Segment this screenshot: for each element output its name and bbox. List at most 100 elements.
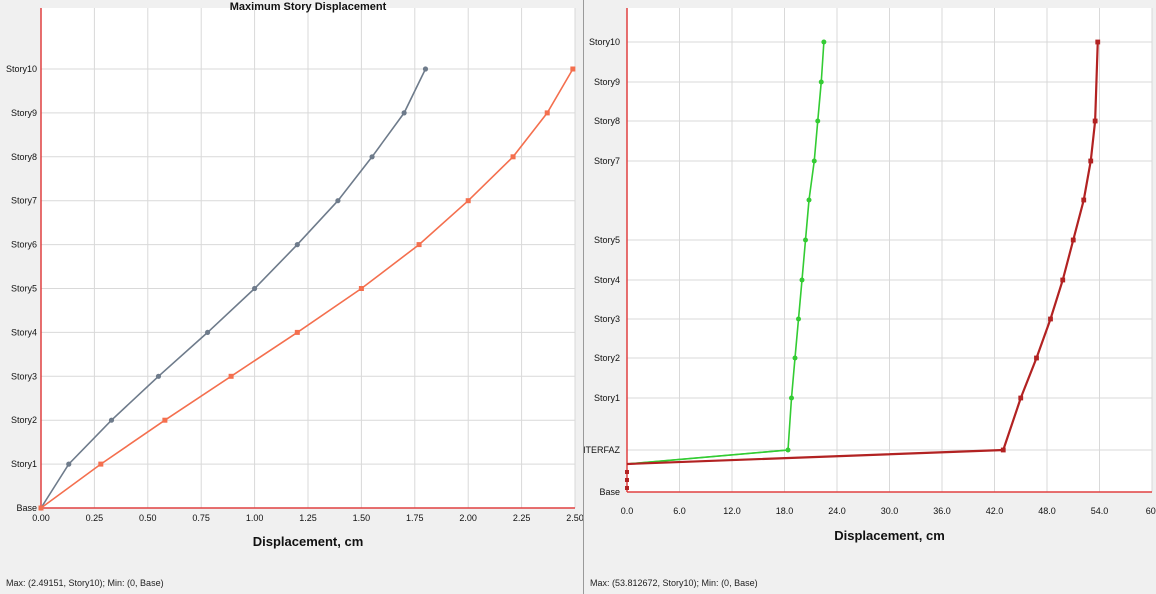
y-tick-label: Story9 [594, 77, 620, 87]
data-point [155, 373, 162, 379]
data-point [1060, 277, 1066, 283]
series-line-1 [626, 41, 825, 465]
data-point [1095, 39, 1101, 45]
x-tick-label: 2.00 [459, 513, 477, 523]
data-point [1048, 316, 1053, 322]
panel-divider [583, 0, 584, 594]
data-point [205, 329, 211, 335]
x-tick-label: 1.00 [246, 513, 264, 523]
y-tick-label: Base [599, 487, 620, 497]
y-tick-label: Story4 [11, 327, 37, 337]
y-tick-label: Story10 [6, 64, 37, 74]
x-tick-label: 1.25 [299, 513, 317, 523]
x-tick-label: 2.50 [566, 513, 583, 523]
data-point [294, 329, 300, 335]
data-point [792, 355, 798, 361]
data-point [821, 39, 827, 45]
x-tick-label: 2.25 [513, 513, 531, 523]
x-tick-label: 0.50 [139, 513, 157, 523]
x-axis-title: Displacement, cm [834, 528, 945, 543]
x-tick-label: 36.0 [933, 506, 951, 516]
data-point [1000, 447, 1006, 453]
data-point [510, 154, 516, 160]
data-point [818, 79, 824, 85]
data-point [162, 417, 168, 423]
floor-connector [626, 449, 1004, 465]
left-status-text: Max: (2.49151, Story10); Min: (0, Base) [6, 578, 164, 588]
y-tick-label: Story5 [594, 235, 620, 245]
data-point [465, 198, 471, 204]
y-tick-label: Story10 [589, 37, 620, 47]
chart-title: Maximum Story Displacement [230, 1, 387, 13]
y-tick-label: Story8 [594, 116, 620, 126]
data-point [1088, 158, 1094, 164]
x-tick-label: 0.75 [192, 513, 210, 523]
data-point [1092, 118, 1098, 124]
y-tick-label: Story7 [594, 156, 620, 166]
y-tick-label: Story8 [11, 152, 37, 162]
data-point [544, 110, 550, 116]
x-tick-label: 1.50 [353, 513, 371, 523]
data-point [1081, 197, 1087, 203]
x-tick-label: 18.0 [776, 506, 794, 516]
x-tick-label: 48.0 [1038, 506, 1056, 516]
y-tick-label: Story1 [11, 459, 37, 469]
data-point [811, 158, 817, 164]
y-tick-label: Story7 [11, 196, 37, 206]
data-point [294, 242, 300, 248]
data-point [335, 198, 341, 204]
x-tick-label: 12.0 [723, 506, 741, 516]
x-tick-label: 24.0 [828, 506, 846, 516]
y-tick-label: Story3 [594, 314, 620, 324]
data-point [815, 118, 821, 124]
data-point [1018, 395, 1024, 401]
data-point [803, 237, 808, 243]
data-point [1034, 355, 1039, 361]
x-tick-label: 60. [1146, 506, 1156, 516]
y-tick-label: Story6 [11, 240, 37, 250]
data-point [570, 66, 576, 72]
data-point [422, 66, 429, 72]
y-tick-label: Story3 [11, 371, 37, 381]
x-tick-label: 0.00 [32, 513, 50, 523]
y-tick-label: Story2 [11, 415, 37, 425]
x-tick-label: 6.0 [673, 506, 686, 516]
x-tick-label: 0.0 [621, 506, 634, 516]
floor-connector [626, 449, 789, 465]
x-tick-label: 1.75 [406, 513, 424, 523]
y-tick-label: INTERFAZ [584, 445, 620, 455]
y-tick-label: Story1 [594, 393, 620, 403]
data-point [66, 461, 72, 467]
data-point [252, 285, 258, 292]
x-tick-label: 0.25 [86, 513, 104, 523]
data-point [401, 110, 407, 116]
y-tick-label: Base [16, 503, 37, 513]
y-tick-label: Story2 [594, 353, 620, 363]
y-tick-label: Story4 [594, 275, 620, 285]
data-point [806, 197, 812, 203]
data-point [799, 277, 805, 283]
data-point [358, 286, 364, 291]
right-story-displacement-chart: 0.0 6.0 12.0 18.0 24.0 30.0 36.0 42.0 48.0 54.0 60… [584, 8, 1156, 543]
x-tick-label: 42.0 [986, 506, 1004, 516]
left-chart-panel: 0.00 0.25 0.50 0.75 1.00 1.25 1.50 1.75 2.00 2.25… [0, 0, 583, 594]
data-point [796, 316, 801, 322]
data-point [1070, 237, 1076, 243]
right-status-text: Max: (53.812672, Story10); Min: (0, Base… [590, 578, 758, 588]
x-tick-label: 30.0 [881, 506, 899, 516]
y-tick-label: Story9 [11, 108, 37, 118]
data-point [108, 417, 115, 423]
data-point [98, 461, 104, 467]
data-point [416, 242, 422, 248]
base-marker [625, 478, 629, 482]
data-point [369, 154, 375, 160]
right-chart-panel: 0.0 6.0 12.0 18.0 24.0 30.0 36.0 42.0 48.0 54.0 60… [584, 0, 1156, 594]
data-point [789, 395, 794, 401]
data-point [785, 447, 791, 453]
x-tick-label: 54.0 [1091, 506, 1109, 516]
data-point [38, 505, 44, 511]
base-marker [625, 470, 629, 474]
y-tick-label: Story5 [11, 284, 37, 294]
data-point [228, 373, 234, 379]
left-story-displacement-chart: 0.00 0.25 0.50 0.75 1.00 1.25 1.50 1.75 2.00 2.25… [6, 1, 583, 549]
